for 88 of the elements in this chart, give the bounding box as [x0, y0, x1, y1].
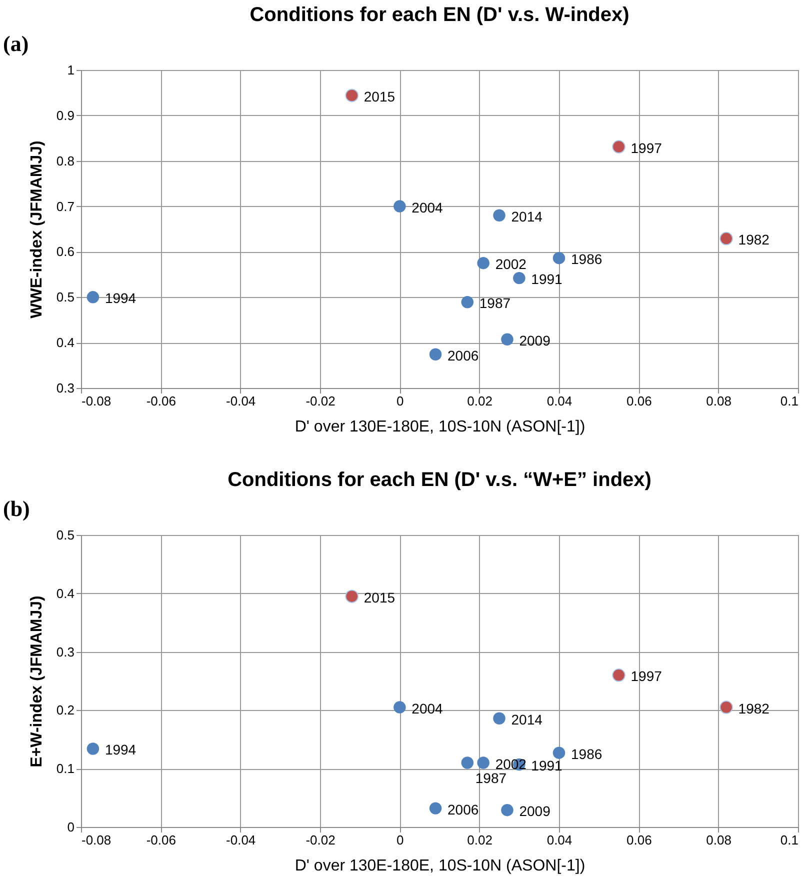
x-tick-label: -0.04	[226, 832, 256, 848]
y-tick-label: 0.9	[56, 108, 74, 123]
annotation: 2014	[511, 711, 543, 728]
x-tick-label: -0.06	[146, 832, 176, 848]
y-tick-label: 0.6	[56, 244, 74, 260]
point	[461, 296, 474, 308]
y-tick-label: 0.4	[56, 586, 74, 601]
x-tick-label: -0.06	[146, 394, 176, 408]
annotation: 2009	[519, 803, 551, 820]
annotation: 2004	[412, 700, 444, 716]
annotation: 2009	[519, 332, 551, 348]
y-tick-label: 0.3	[56, 644, 74, 660]
annotation: 1982	[738, 700, 770, 716]
y-tick-label: 0.2	[56, 702, 74, 718]
x-tick-label: 0.04	[546, 394, 572, 408]
point	[513, 272, 526, 284]
point	[501, 804, 514, 816]
point	[461, 756, 474, 769]
point	[720, 232, 733, 246]
annotation: 2015	[364, 589, 396, 606]
y-tick-label: 0.5	[56, 528, 74, 542]
y-tick-label: 0.4	[56, 335, 74, 350]
x-tick-label: 0.1	[780, 832, 798, 848]
point	[86, 291, 100, 304]
annotation: 2006	[448, 347, 479, 364]
annotation: 2002	[495, 256, 527, 272]
annotation: 2015	[364, 88, 396, 104]
point	[552, 746, 566, 759]
x-tick-label: 0	[396, 394, 404, 408]
annotation: 2006	[448, 801, 479, 818]
point	[612, 668, 626, 682]
annotation: 1994	[104, 290, 136, 306]
point	[493, 209, 506, 222]
x-tick-label: -0.04	[226, 394, 256, 408]
x-tick-label: 0.08	[706, 394, 732, 408]
x-tick-label: 0.06	[626, 394, 652, 408]
y-axis-title: WWE-index (JFMAMJJ)	[28, 140, 46, 318]
chart-title: Conditions for each EN (D' v.s. “W+E” index)	[228, 469, 652, 491]
text: (a)	[3, 31, 29, 56]
annotation: 2004	[412, 199, 444, 216]
x-axis-title: D' over 130E-180E, 10S-10N (ASON[-1])	[294, 418, 586, 436]
point	[501, 333, 514, 346]
x-tick-label: 0	[396, 832, 404, 848]
x-tick-label: -0.02	[306, 832, 336, 848]
point	[429, 802, 442, 814]
annotation: 1987	[479, 295, 511, 312]
point	[394, 200, 406, 212]
y-tick-label: 0	[67, 820, 74, 834]
point	[493, 712, 506, 724]
annotation: 1986	[571, 251, 602, 268]
point	[394, 701, 406, 714]
point	[612, 140, 626, 154]
x-tick-label: -0.02	[306, 394, 336, 408]
annotation: 1991	[531, 758, 563, 774]
point	[477, 756, 490, 769]
y-axis-title: E+W-index (JFMAMJJ)	[28, 596, 46, 768]
point	[552, 252, 566, 264]
x-tick-label: 0.1	[780, 394, 798, 408]
text: (b)	[3, 496, 30, 521]
annotation: 1994	[104, 742, 136, 758]
y-tick-label: 0.1	[56, 761, 74, 776]
x-axis-title: D' over 130E-180E, 10S-10N (ASON[-1])	[294, 858, 586, 874]
x-tick-label: 0.02	[467, 832, 492, 848]
annotation: 1997	[630, 140, 662, 156]
x-tick-label: 0.04	[546, 832, 572, 848]
point	[720, 700, 733, 714]
x-tick-label: -0.08	[82, 394, 112, 408]
point	[477, 256, 490, 270]
y-tick-label: 0.8	[56, 153, 74, 168]
annotation: 1991	[531, 271, 563, 288]
y-tick-label: 0.5	[56, 290, 74, 305]
annotation: 2014	[511, 208, 543, 224]
x-tick-label: 0.06	[626, 832, 652, 848]
point	[429, 348, 442, 360]
point	[345, 88, 358, 102]
annotation: 1997	[630, 668, 662, 684]
x-tick-label: -0.08	[82, 832, 112, 848]
x-tick-label: 0.02	[467, 394, 492, 408]
annotation: 1982	[738, 232, 770, 248]
y-tick-label: 0.3	[56, 380, 74, 396]
point	[86, 742, 100, 755]
annotation: 1986	[571, 746, 602, 762]
y-tick-label: 0.7	[56, 198, 74, 214]
chart-title: Conditions for each EN (D' v.s. W-index)	[250, 4, 630, 26]
x-tick-label: 0.08	[706, 832, 732, 848]
annotation: 1987	[475, 770, 507, 786]
y-tick-label: 1	[67, 62, 74, 78]
point	[345, 590, 358, 603]
